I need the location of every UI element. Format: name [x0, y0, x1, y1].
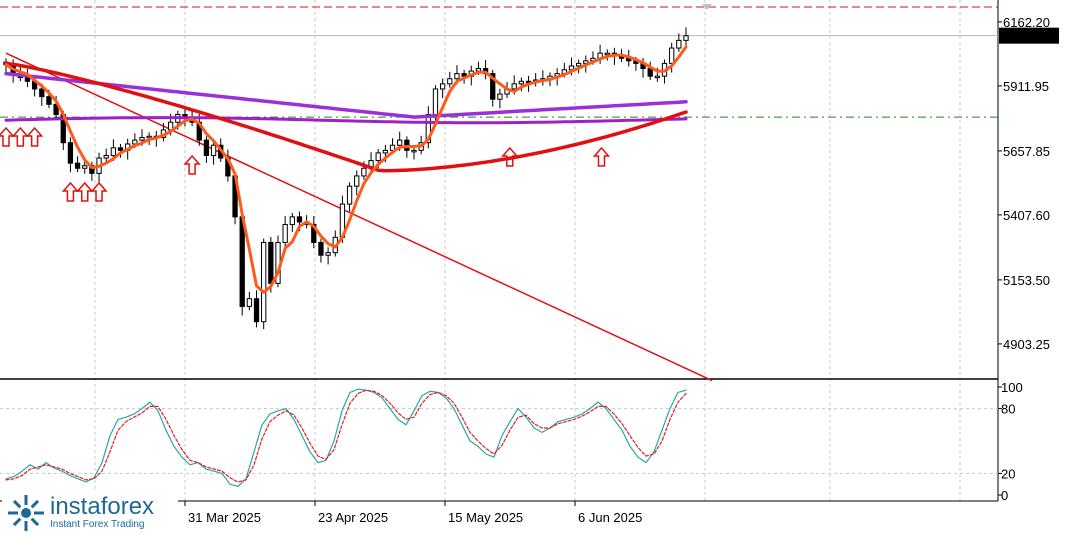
osc-tick-label: 100: [1001, 380, 1023, 395]
bullish-candle: [454, 73, 460, 80]
bullish-candle: [132, 139, 138, 145]
bullish-candle: [110, 147, 117, 156]
bearish-candle: [203, 139, 210, 156]
bearish-candle: [117, 147, 124, 151]
bearish-candle: [239, 216, 245, 307]
bullish-candle: [432, 88, 439, 116]
osc-tick-label: 0: [1001, 488, 1008, 503]
up-arrow-signal: [76, 181, 94, 202]
bullish-candle: [354, 175, 360, 187]
logo-burst-icon: [8, 494, 44, 531]
bullish-candle: [518, 80, 525, 85]
bearish-candle: [53, 103, 59, 116]
price-tick-label: 5657.85: [1003, 144, 1050, 159]
logo-brand-text: instaforex: [50, 492, 155, 520]
bullish-candle: [575, 62, 582, 67]
bullish-candle: [289, 216, 295, 226]
osc-tick-label: 20: [1001, 466, 1015, 481]
ma-medium-line: [4, 71, 688, 119]
ma-long-line: [4, 116, 688, 125]
bullish-candle: [325, 252, 331, 256]
price-tick-label: 6162.20: [1003, 15, 1050, 30]
bullish-candle: [282, 224, 288, 243]
bullish-candle: [382, 149, 389, 154]
bullish-candle: [497, 93, 503, 100]
bullish-candle: [397, 139, 403, 146]
bullish-candle: [669, 47, 675, 64]
current-price-badge: [999, 27, 1059, 44]
time-tick-label: 15 May 2025: [448, 510, 523, 525]
instaforex-logo: instaforex Instant Forex Trading: [2, 490, 178, 535]
bullish-candle: [439, 83, 446, 90]
price-tick-label: 4903.25: [1003, 337, 1050, 352]
bullish-candle: [511, 83, 517, 90]
stochastic-main-line: [5, 388, 687, 487]
bullish-candle: [361, 167, 367, 177]
ma-slow-line: [4, 61, 688, 173]
bearish-candle: [74, 162, 81, 169]
bullish-candle: [676, 39, 682, 49]
bullish-candle: [246, 298, 253, 307]
bullish-candle: [139, 137, 145, 141]
up-arrow-signal: [90, 181, 108, 202]
bullish-candle: [389, 144, 396, 151]
time-tick-label: 6 Jun 2025: [578, 510, 642, 525]
price-tick-label: 5407.60: [1003, 208, 1050, 223]
time-tick-label: 23 Apr 2025: [318, 510, 388, 525]
current-price-label: 6108.41: [1002, 29, 1049, 44]
up-arrow-signal: [61, 181, 80, 202]
up-arrow-signal: [501, 146, 519, 167]
bullish-candle: [425, 114, 431, 144]
up-arrow-signal: [183, 154, 201, 175]
bullish-candle: [683, 35, 689, 41]
bearish-candle: [46, 96, 52, 105]
bearish-candle: [461, 73, 467, 77]
bullish-candle: [604, 52, 610, 56]
bullish-candle: [103, 154, 109, 159]
bullish-candle: [146, 135, 152, 139]
up-arrow-signal: [592, 146, 611, 167]
bearish-candle: [253, 298, 260, 323]
osc-tick-label: 80: [1001, 402, 1015, 417]
bullish-candle: [261, 241, 267, 323]
up-arrow-signal: [25, 126, 44, 147]
bearish-candle: [296, 216, 303, 223]
scroll-marker-icon: [702, 4, 712, 10]
trendline: [5, 52, 713, 382]
bullish-candle: [210, 144, 217, 156]
up-arrow-signal: [11, 126, 29, 147]
up-arrow-signal: [0, 126, 15, 147]
logo-tagline: Instant Forex Trading: [50, 518, 145, 530]
bullish-candle: [475, 68, 482, 72]
price-tick-label: 5911.95: [1003, 79, 1049, 94]
bearish-candle: [39, 88, 45, 98]
bullish-candle: [82, 165, 88, 169]
bearish-candle: [24, 76, 31, 82]
stochastic-signal-line: [5, 389, 687, 483]
ma-fast-line: [4, 45, 688, 294]
bearish-candle: [318, 241, 324, 256]
bullish-candle: [375, 152, 381, 162]
bullish-candle: [447, 78, 453, 85]
bullish-candle: [654, 75, 661, 79]
bullish-candle: [411, 149, 417, 153]
bearish-candle: [67, 142, 74, 164]
time-tick-label: 31 Mar 2025: [188, 510, 261, 525]
bearish-candle: [268, 241, 274, 284]
bearish-candle: [490, 73, 496, 100]
bullish-candle: [346, 185, 353, 205]
bearish-candle: [311, 224, 317, 243]
price-tick-label: 5153.50: [1003, 273, 1050, 288]
